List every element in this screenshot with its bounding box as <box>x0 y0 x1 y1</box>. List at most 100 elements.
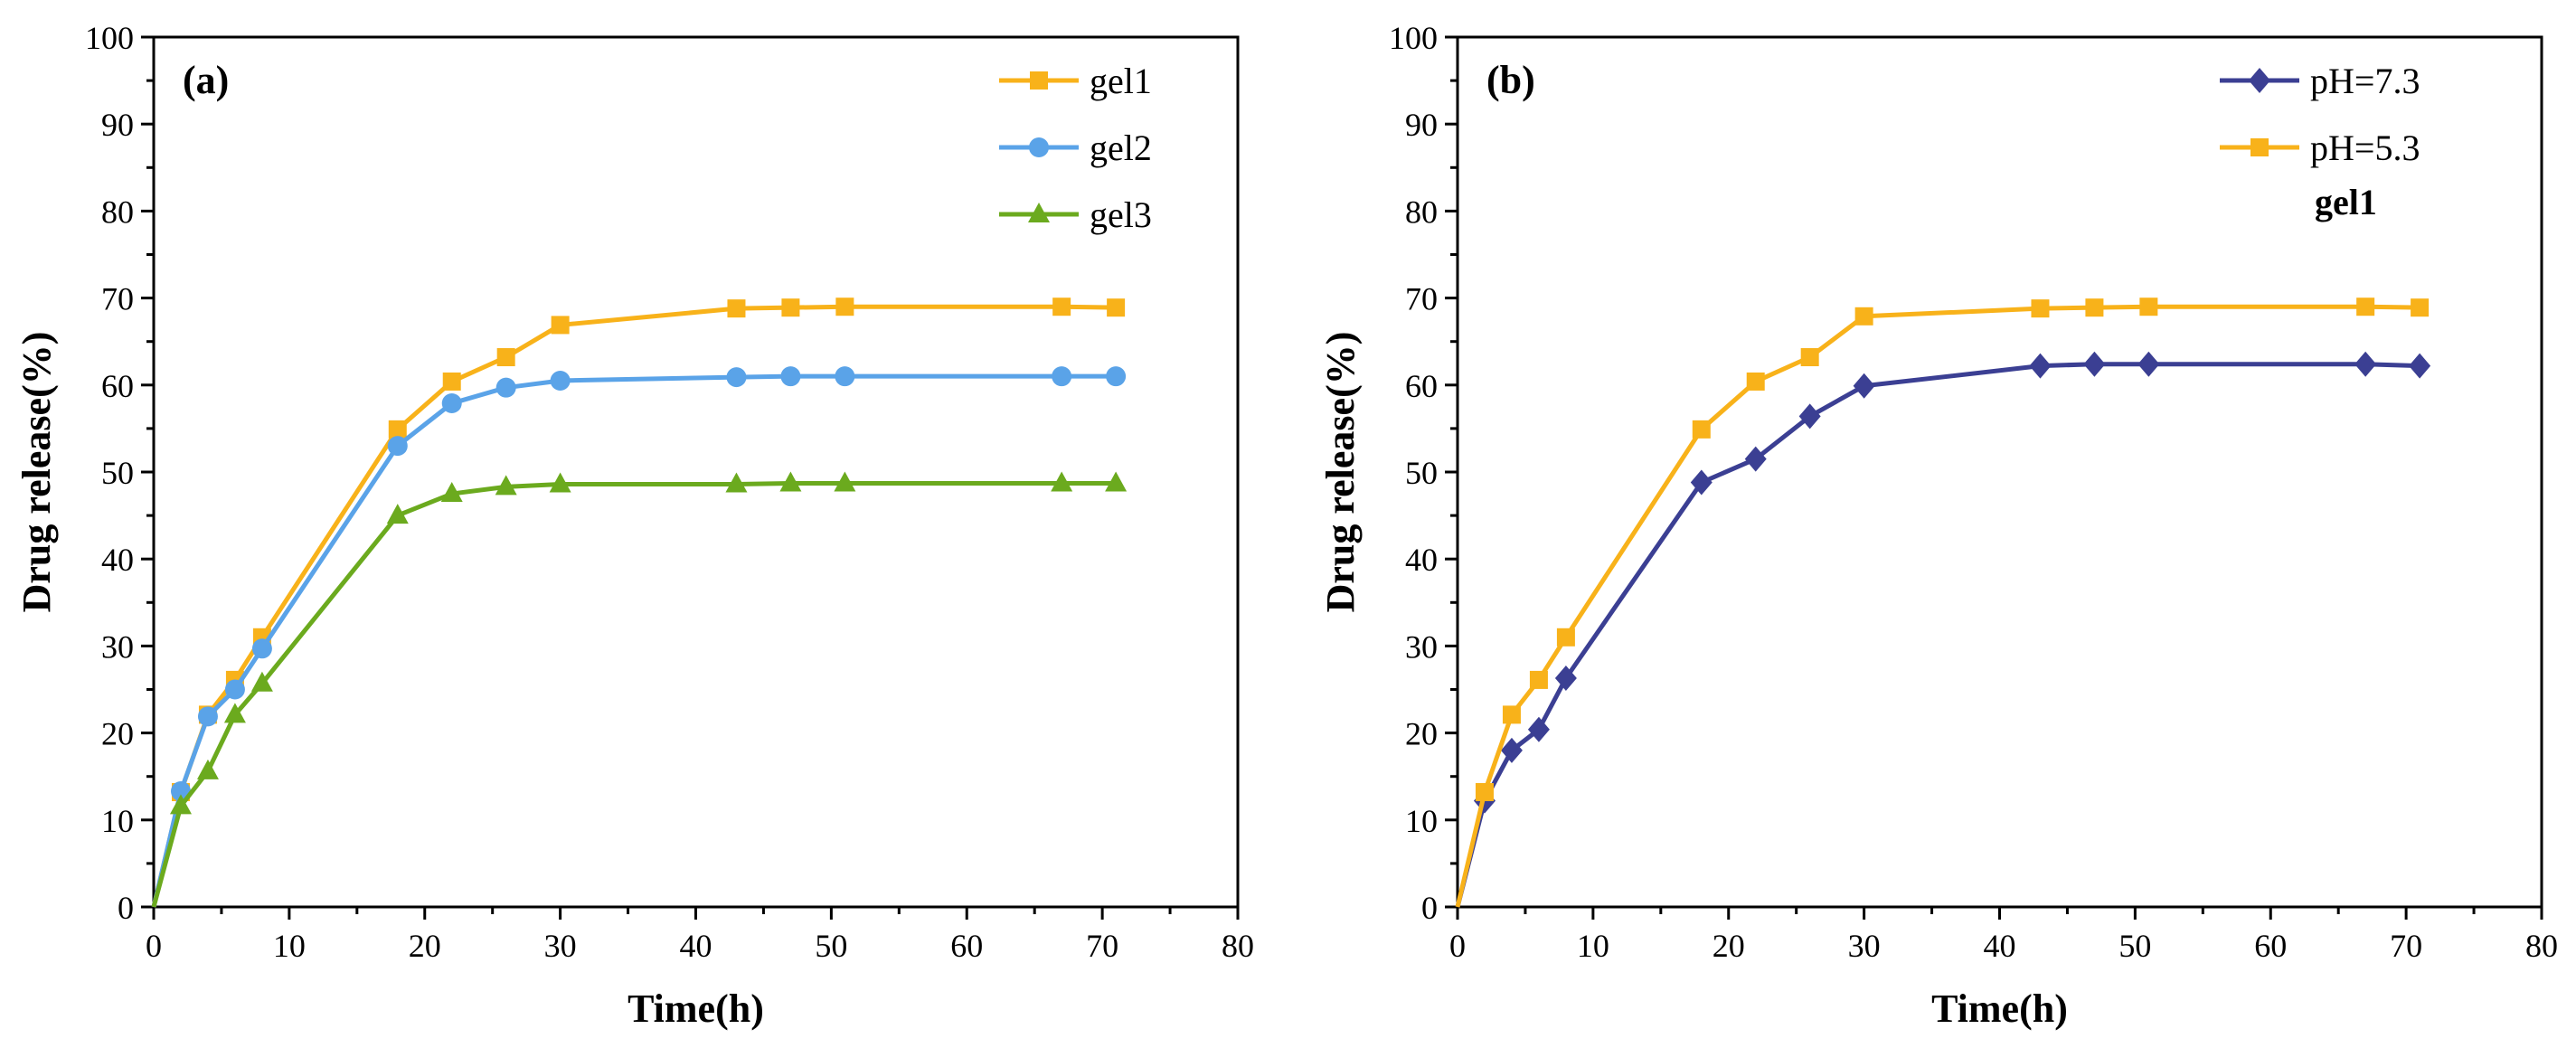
data-point <box>2083 351 2106 377</box>
legend-label: gel1 <box>1090 61 1152 101</box>
data-point <box>2139 297 2158 316</box>
y-tick-label: 30 <box>1405 628 1438 665</box>
legend-marker <box>1030 71 1048 90</box>
y-tick-label: 30 <box>101 628 134 665</box>
y-tick-label: 80 <box>101 194 134 230</box>
panel-label: (a) <box>183 58 229 102</box>
legend-label: gel3 <box>1090 194 1152 235</box>
data-point <box>1554 665 1577 691</box>
data-point <box>1853 373 1875 399</box>
x-tick-label: 40 <box>680 928 712 964</box>
y-tick-label: 60 <box>1405 368 1438 404</box>
data-point <box>2354 351 2377 377</box>
data-point <box>1744 446 1767 472</box>
x-tick-label: 0 <box>146 928 162 964</box>
x-tick-label: 80 <box>2525 928 2558 964</box>
data-point <box>1692 420 1711 439</box>
data-point <box>440 482 463 503</box>
x-tick-label: 20 <box>1713 928 1745 964</box>
y-tick-label: 90 <box>1405 107 1438 143</box>
x-tick-label: 60 <box>950 928 983 964</box>
data-point <box>223 703 246 723</box>
series-line <box>151 481 1117 908</box>
data-point <box>2029 353 2052 379</box>
plot-frame <box>152 35 1240 909</box>
legend-label: gel2 <box>1090 127 1152 168</box>
chart-panel-b: 0 10 20 30 40 50 60 70 80 0 10 20 30 40 50 60 70 80 90 100 T… <box>1318 20 2558 1031</box>
x-tick-label: 30 <box>544 928 577 964</box>
y-tick-label: 100 <box>85 20 134 56</box>
x-tick-label: 50 <box>815 928 847 964</box>
data-point <box>387 436 408 457</box>
x-tick-label: 80 <box>1222 928 1254 964</box>
y-axis-title: Drug release(%) <box>1318 332 1363 613</box>
data-point <box>197 706 218 727</box>
y-axis-title: Drug release(%) <box>14 332 59 613</box>
data-point <box>1052 366 1072 387</box>
legend: gel1 gel2 gel3 <box>999 61 1152 235</box>
x-axis-title: Time(h) <box>1931 987 2068 1031</box>
x-tick-label: 70 <box>2390 928 2422 964</box>
data-point <box>1105 471 1128 492</box>
y-tick-label: 60 <box>101 368 134 404</box>
data-point <box>251 638 272 659</box>
series-gel2 <box>151 366 1127 908</box>
data-point <box>1475 783 1494 802</box>
data-point <box>1107 298 1126 317</box>
series-ph-5-3 <box>1455 297 2430 908</box>
legend-marker <box>1029 137 1049 157</box>
data-point <box>1800 348 1819 367</box>
data-point <box>441 393 462 414</box>
series-line <box>1455 362 2420 908</box>
y-tick-label: 10 <box>1405 803 1438 839</box>
data-point <box>1854 307 1873 326</box>
y-tick-label: 0 <box>118 890 134 926</box>
data-point <box>388 420 407 439</box>
x-tick-label: 40 <box>1984 928 2016 964</box>
data-point <box>1051 471 1073 492</box>
data-point <box>1527 716 1550 742</box>
data-point <box>1690 469 1713 496</box>
data-point <box>1500 737 1523 763</box>
data-point <box>2031 299 2050 318</box>
x-tick-label: 10 <box>1577 928 1609 964</box>
data-point <box>727 299 746 318</box>
y-tick-label: 20 <box>101 716 134 752</box>
y-tick-label: 40 <box>1405 542 1438 578</box>
chart-panel-a: 0 10 20 30 40 50 60 70 80 0 10 20 30 40 50 60 70 80 90 100 T… <box>14 20 1254 1031</box>
legend-marker <box>2249 68 2270 93</box>
data-point <box>2409 353 2431 379</box>
x-tick-label: 20 <box>409 928 441 964</box>
y-tick-label: 80 <box>1405 194 1438 230</box>
x-tick-label: 10 <box>273 928 306 964</box>
data-point <box>496 348 515 367</box>
x-tick-label: 30 <box>1848 928 1881 964</box>
data-point <box>1556 628 1575 647</box>
y-tick-label: 10 <box>101 803 134 839</box>
y-tick-label: 50 <box>1405 455 1438 491</box>
data-point <box>2356 297 2375 316</box>
data-point <box>2137 351 2160 377</box>
legend: pH=7.3 pH=5.3 gel1 <box>2220 61 2420 222</box>
x-tick-label: 50 <box>2118 928 2151 964</box>
legend-note: gel1 <box>2315 182 2377 222</box>
panel-label: (b) <box>1486 58 1535 102</box>
y-tick-label: 70 <box>101 281 134 317</box>
data-point <box>495 475 517 496</box>
data-point <box>1502 705 1521 724</box>
data-point <box>781 298 800 317</box>
data-point <box>779 471 802 492</box>
x-tick-label: 0 <box>1449 928 1466 964</box>
data-point <box>550 370 571 391</box>
legend-marker <box>1028 203 1050 222</box>
data-point <box>250 671 273 692</box>
data-point <box>1798 403 1821 430</box>
series-line <box>151 304 1117 908</box>
data-point <box>1052 297 1071 316</box>
legend-marker <box>2250 138 2269 156</box>
data-point <box>1529 670 1548 689</box>
legend-label: pH=5.3 <box>2310 127 2420 168</box>
x-axis-title: Time(h) <box>627 987 764 1031</box>
y-tick-label: 0 <box>1421 890 1438 926</box>
